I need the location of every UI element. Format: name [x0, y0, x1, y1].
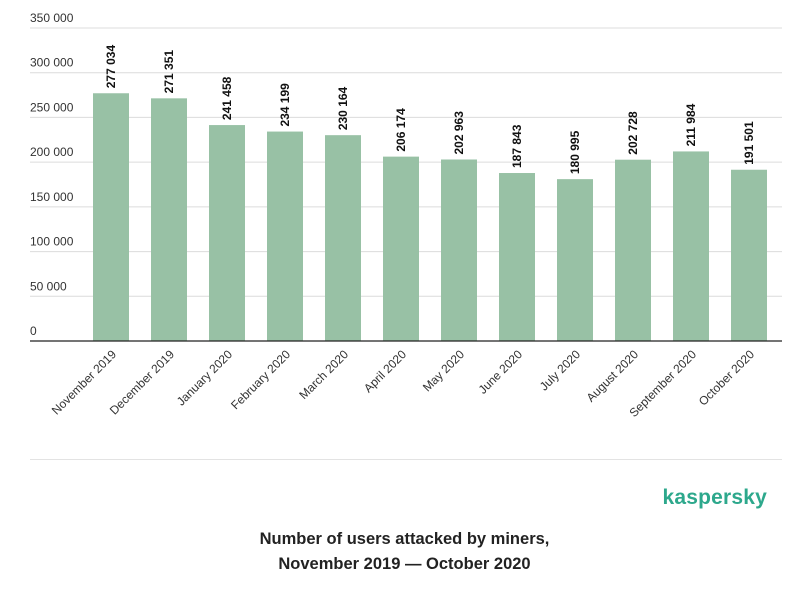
bar: [499, 173, 535, 341]
y-tick-label: 100 000: [30, 235, 74, 249]
bar: [441, 159, 477, 341]
y-tick-label: 200 000: [30, 145, 74, 159]
data-label: 187 843: [510, 124, 524, 168]
data-label: 180 995: [568, 130, 582, 174]
data-label: 191 501: [742, 121, 756, 165]
x-tick-label: July 2020: [537, 347, 583, 393]
bar: [209, 125, 245, 341]
y-tick-label: 300 000: [30, 56, 74, 70]
data-label: 241 458: [220, 76, 234, 120]
brand-logo: kaspersky: [662, 486, 767, 509]
y-tick-label: 250 000: [30, 100, 74, 114]
x-tick-label: February 2020: [228, 347, 293, 412]
x-tick-label: May 2020: [420, 347, 467, 394]
y-tick-label: 50 000: [30, 279, 67, 293]
bar-chart: 0 50 000 100 000 150 000 200 000 250 000 300 0…: [30, 11, 782, 420]
caption-line-1: Number of users attacked by miners,: [259, 530, 550, 548]
x-tick-label: August 2020: [584, 347, 642, 405]
bar: [267, 131, 303, 341]
x-tick-label: March 2020: [296, 347, 351, 402]
bar: [731, 169, 767, 341]
bar: [557, 179, 593, 341]
y-tick-label: 0: [30, 324, 37, 338]
data-label: 277 034: [104, 45, 118, 89]
bar: [383, 156, 419, 341]
x-tick-label: June 2020: [476, 347, 526, 397]
data-label: 202 728: [626, 111, 640, 155]
data-label: 271 351: [162, 50, 176, 94]
footer-divider: [30, 459, 782, 460]
data-label: 202 963: [452, 111, 466, 155]
x-tick-label: January 2020: [174, 347, 236, 409]
data-label: 230 164: [336, 86, 350, 130]
bar: [93, 93, 129, 342]
bar: [325, 135, 361, 341]
x-tick-label: April 2020: [361, 347, 409, 395]
chart-caption: Number of users attacked by miners, Nove…: [0, 527, 809, 577]
caption-line-2: November 2019 — October 2020: [278, 555, 531, 573]
data-label: 234 199: [278, 83, 292, 127]
y-tick-label: 150 000: [30, 190, 74, 204]
bar: [151, 98, 187, 341]
bar: [615, 159, 651, 341]
data-label: 211 984: [684, 103, 698, 146]
bar: [673, 151, 709, 341]
x-tick-label: October 2020: [696, 347, 758, 409]
data-label: 206 174: [394, 108, 408, 152]
y-tick-label: 350 000: [30, 11, 74, 25]
